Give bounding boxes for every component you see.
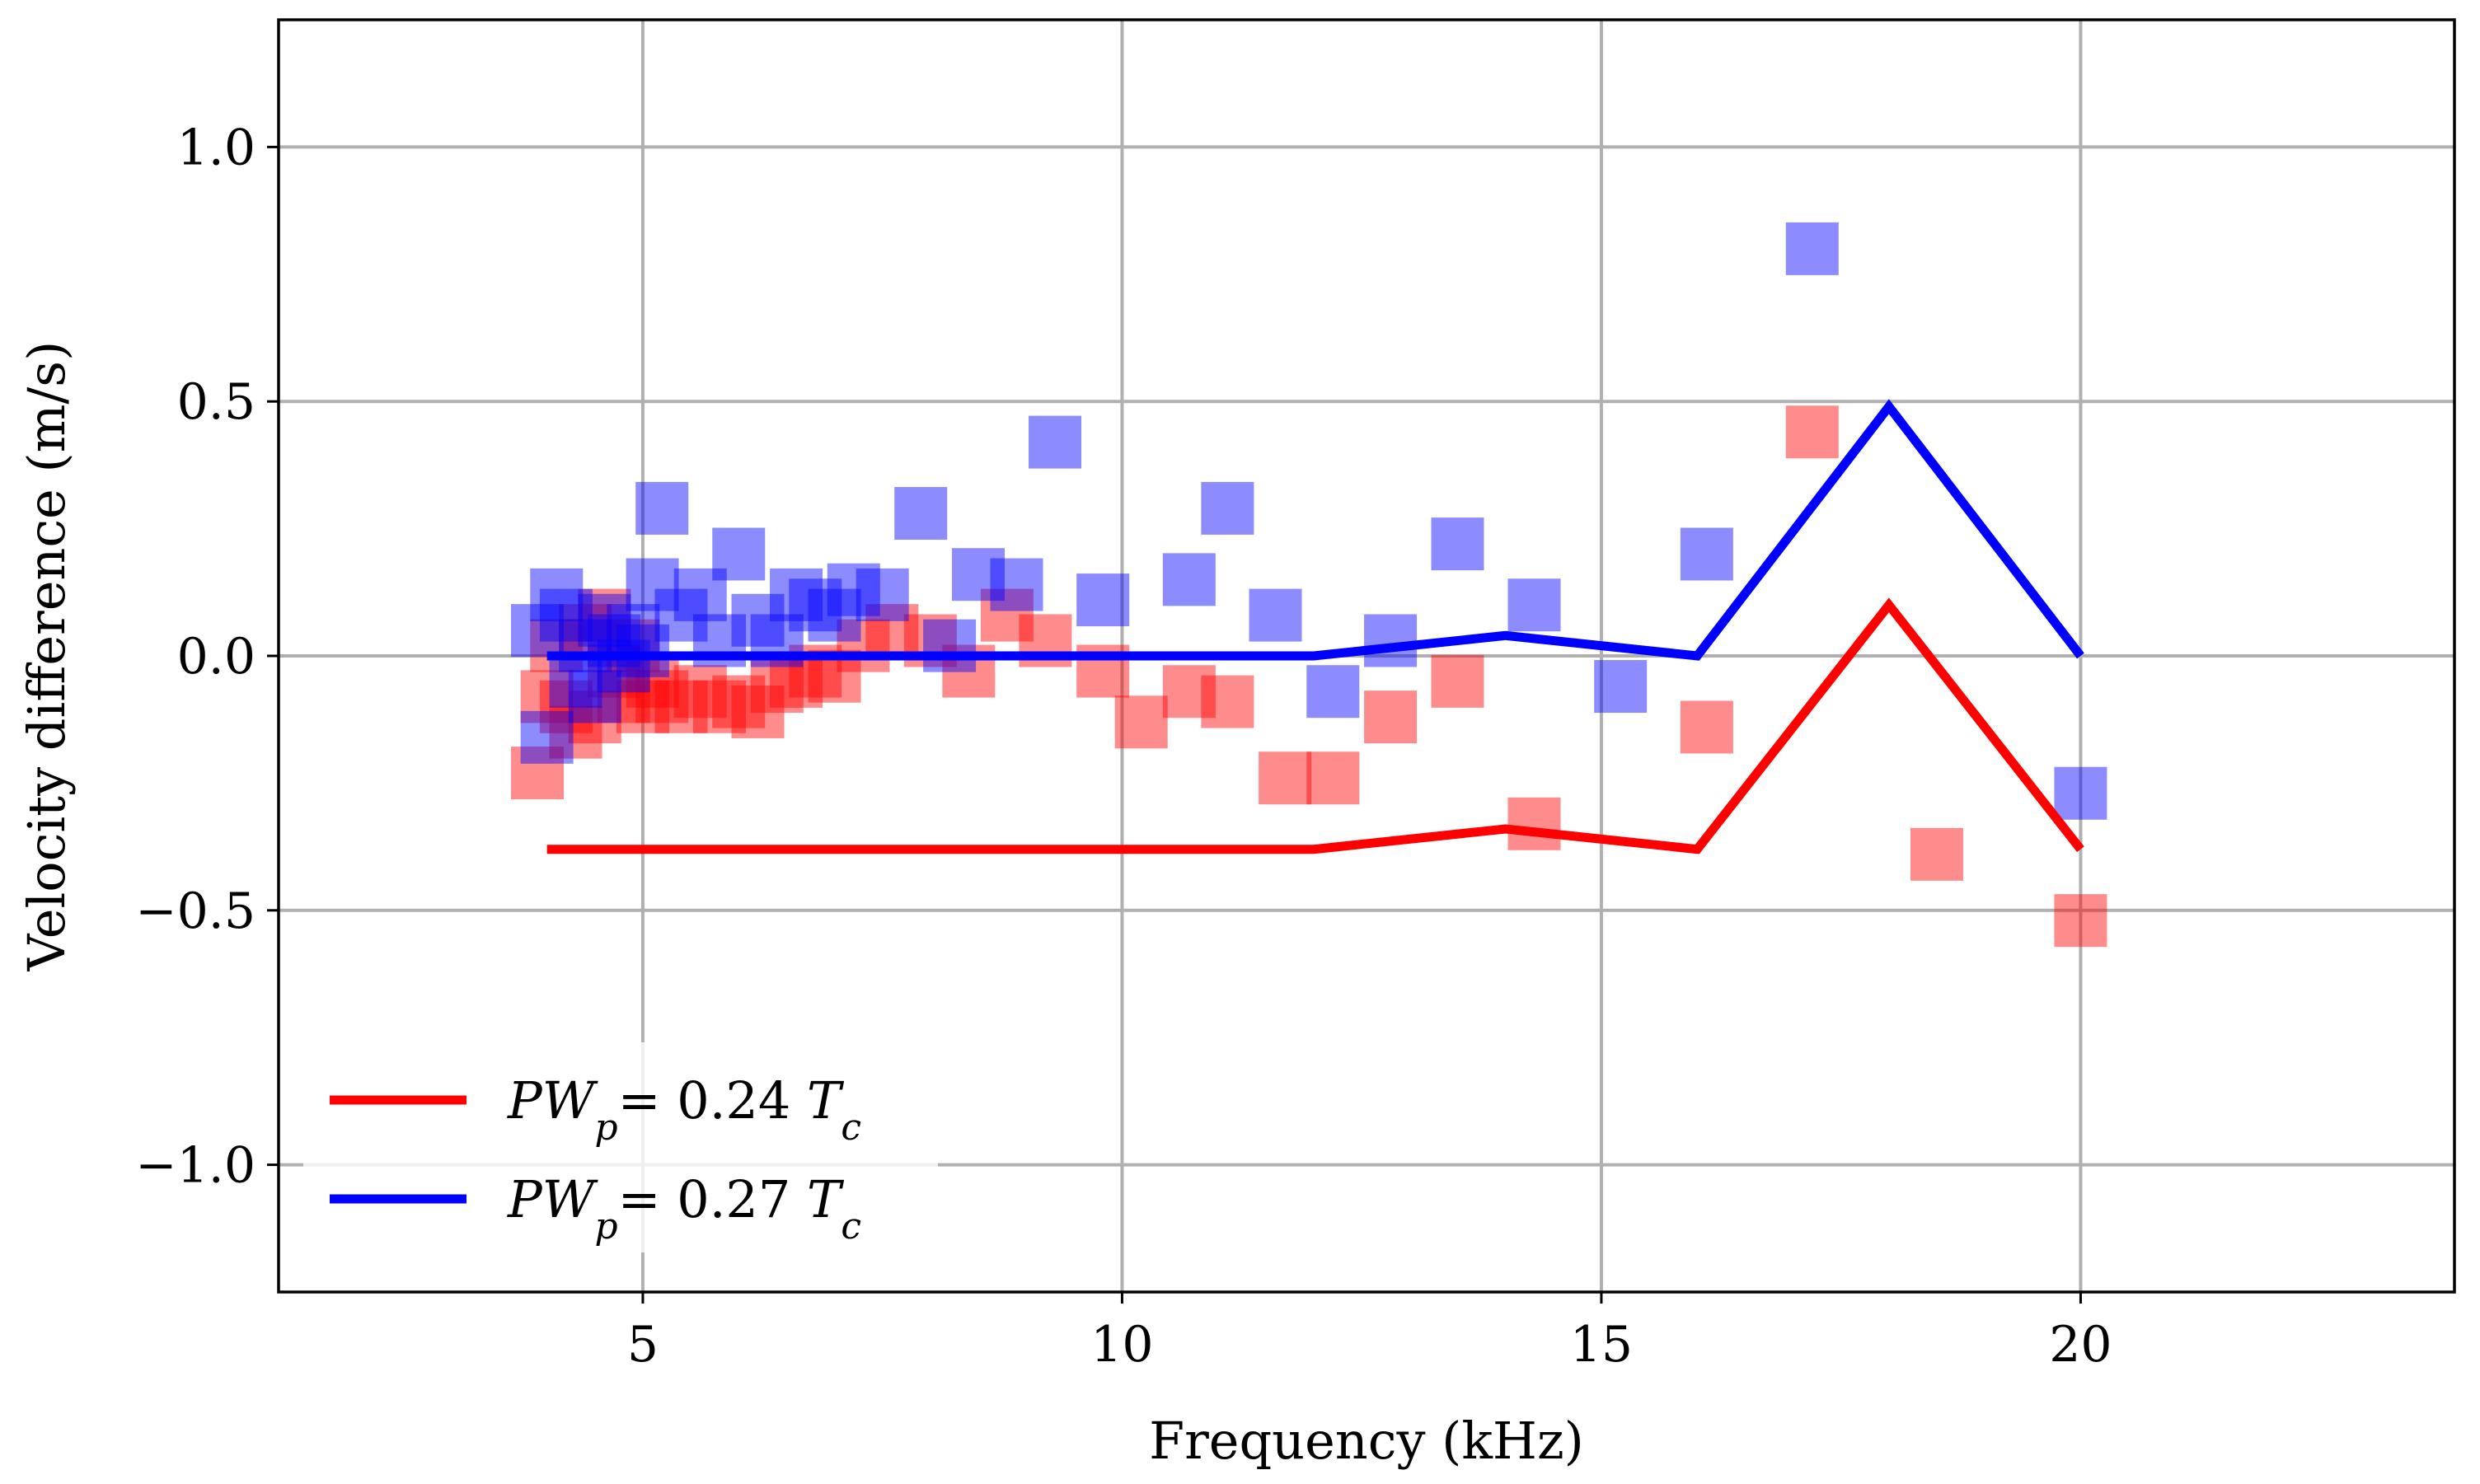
data-point-square bbox=[789, 578, 842, 632]
data-point-square bbox=[731, 685, 785, 738]
legend-label: PWp= 0.27 Tc bbox=[507, 1169, 861, 1248]
data-point-square bbox=[990, 558, 1043, 611]
data-point-square bbox=[837, 619, 890, 672]
data-point-square bbox=[520, 710, 574, 764]
data-point-square bbox=[692, 680, 746, 733]
data-point-square bbox=[980, 588, 1034, 642]
data-point-square bbox=[549, 705, 602, 759]
data-point-square bbox=[578, 588, 631, 642]
data-point-square bbox=[539, 588, 593, 642]
series-1-line bbox=[546, 597, 2084, 854]
data-point-square bbox=[1910, 827, 1963, 881]
plot-area bbox=[511, 222, 2107, 948]
data-point-square bbox=[539, 680, 593, 733]
data-point-square bbox=[1507, 578, 1561, 632]
axis-ticks: 5 10 15 20 1.0 0.5 0.0 −0.5 −1.0 bbox=[135, 119, 2112, 1374]
data-point-square bbox=[616, 680, 669, 733]
data-point-square bbox=[530, 568, 584, 621]
data-point-square bbox=[1114, 695, 1168, 749]
data-point-square bbox=[559, 619, 612, 672]
data-point-square bbox=[1306, 751, 1360, 805]
data-point-square bbox=[511, 747, 565, 800]
data-point-square bbox=[750, 660, 804, 714]
data-point-square bbox=[1594, 660, 1648, 714]
data-point-square bbox=[1364, 614, 1418, 667]
data-point-square bbox=[673, 568, 727, 621]
data-point-square bbox=[559, 604, 612, 658]
data-point-square bbox=[654, 588, 708, 642]
data-point-square bbox=[1076, 573, 1130, 627]
data-point-square bbox=[1507, 797, 1561, 850]
data-point-square bbox=[865, 604, 919, 658]
data-point-square bbox=[827, 563, 880, 616]
data-point-square bbox=[1680, 700, 1733, 754]
data-point-square bbox=[568, 670, 621, 723]
y-tick-label: 1.0 bbox=[177, 119, 256, 176]
y-tick-label: −0.5 bbox=[135, 882, 256, 940]
data-point-square bbox=[1162, 665, 1216, 719]
data-point-square bbox=[597, 639, 650, 693]
data-point-square bbox=[597, 670, 650, 723]
data-point-square bbox=[856, 568, 909, 621]
data-point-square bbox=[549, 654, 602, 708]
series-1-markers bbox=[511, 405, 2107, 948]
data-point-square bbox=[607, 619, 660, 672]
x-tick-label: 20 bbox=[2049, 1316, 2112, 1374]
data-point-square bbox=[1249, 588, 1302, 642]
data-point-square bbox=[770, 654, 823, 708]
data-point-square bbox=[731, 593, 785, 647]
axis-labels: Frequency (kHz) Velocity difference (m/s) bbox=[16, 341, 1584, 1471]
data-point-square bbox=[530, 619, 584, 672]
y-tick-label: 0.5 bbox=[177, 373, 256, 431]
data-point-square bbox=[951, 548, 1005, 602]
data-point-square bbox=[712, 527, 766, 581]
y-tick-label: 0.0 bbox=[177, 628, 256, 686]
data-point-square bbox=[607, 604, 660, 658]
y-tick-label: −1.0 bbox=[135, 1137, 256, 1195]
data-point-square bbox=[1201, 675, 1254, 728]
legend: PWp= 0.24 Tc PWp= 0.27 Tc bbox=[303, 1042, 938, 1252]
x-tick-label: 15 bbox=[1570, 1316, 1633, 1374]
x-axis-label: Frequency (kHz) bbox=[1149, 1411, 1584, 1471]
data-point-square bbox=[808, 588, 861, 642]
data-point-square bbox=[520, 670, 574, 723]
x-tick-label: 5 bbox=[627, 1316, 659, 1374]
data-point-square bbox=[2054, 766, 2107, 820]
data-point-square bbox=[1785, 405, 1839, 459]
data-point-square bbox=[1029, 415, 1082, 469]
legend-label: PWp= 0.24 Tc bbox=[507, 1070, 861, 1149]
series-2-markers bbox=[511, 222, 2107, 820]
data-point-square bbox=[626, 654, 679, 708]
data-point-square bbox=[1364, 691, 1418, 744]
legend-box bbox=[303, 1042, 938, 1252]
data-point-square bbox=[626, 558, 679, 611]
data-point-square bbox=[1431, 517, 1484, 571]
data-point-square bbox=[712, 675, 766, 728]
data-point-square bbox=[2054, 894, 2107, 948]
data-point-square bbox=[578, 593, 631, 647]
data-point-square bbox=[894, 487, 948, 541]
data-point-square bbox=[635, 481, 689, 535]
data-point-square bbox=[1306, 665, 1360, 719]
data-point-square bbox=[1259, 751, 1312, 805]
y-axis-label: Velocity difference (m/s) bbox=[16, 341, 77, 972]
data-point-square bbox=[616, 624, 669, 677]
data-point-square bbox=[1680, 527, 1733, 581]
data-point-square bbox=[568, 691, 621, 744]
data-point-square bbox=[770, 568, 823, 621]
data-point-square bbox=[673, 665, 727, 719]
data-point-square bbox=[1201, 481, 1254, 535]
series-2-line bbox=[546, 399, 2084, 661]
x-tick-label: 10 bbox=[1090, 1316, 1153, 1374]
data-point-square bbox=[1162, 553, 1216, 606]
data-point-square bbox=[635, 670, 689, 723]
data-point-square bbox=[923, 619, 977, 672]
data-point-square bbox=[654, 680, 708, 733]
data-point-square bbox=[1431, 654, 1484, 708]
data-point-square bbox=[511, 604, 565, 658]
data-point-square bbox=[1785, 222, 1839, 275]
